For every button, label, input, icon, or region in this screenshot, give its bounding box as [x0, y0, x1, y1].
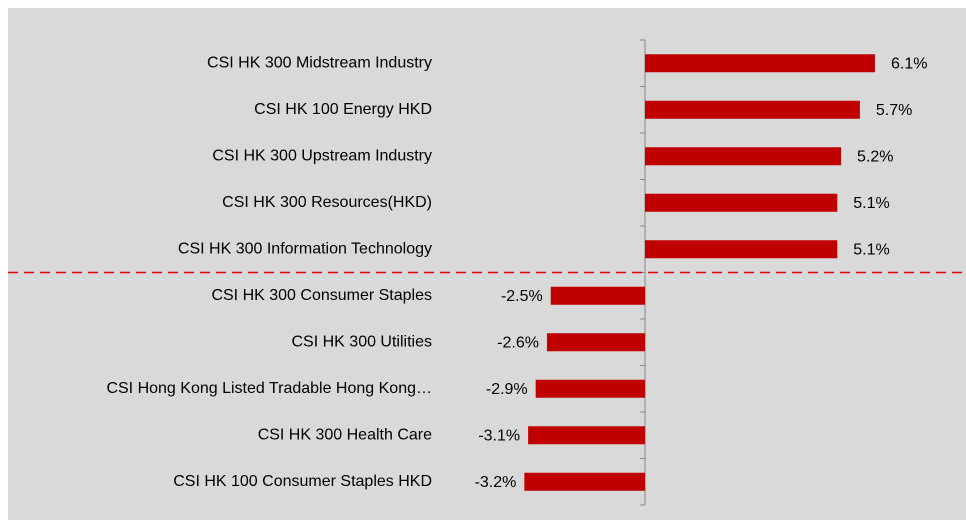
bar [524, 472, 645, 491]
value-label: -3.2% [475, 474, 517, 491]
value-label: -2.6% [497, 334, 539, 351]
bar [546, 333, 645, 352]
value-label: 5.1% [853, 195, 889, 212]
value-label: 5.7% [876, 102, 912, 119]
category-label: CSI HK 300 Upstream Industry [212, 147, 432, 164]
bar [645, 240, 838, 259]
value-label: 6.1% [891, 55, 927, 72]
bar [645, 54, 875, 73]
category-label: CSI HK 100 Energy HKD [254, 101, 432, 118]
bar [645, 193, 838, 212]
category-label: CSI HK 300 Utilities [292, 333, 433, 350]
value-label: 5.1% [853, 241, 889, 258]
chart-background [8, 8, 966, 520]
category-label: CSI HK 300 Resources(HKD) [222, 194, 432, 211]
bar [528, 426, 645, 445]
bar [645, 147, 842, 166]
category-label: CSI Hong Kong Listed Tradable Hong Kong… [106, 380, 432, 397]
value-label: -2.9% [486, 381, 528, 398]
value-label: -2.5% [501, 288, 543, 305]
value-label: 5.2% [857, 148, 893, 165]
category-label: CSI HK 100 Consumer Staples HKD [173, 473, 432, 490]
bar [645, 100, 860, 119]
category-label: CSI HK 300 Health Care [258, 426, 432, 443]
bar [550, 286, 645, 305]
value-label: -3.1% [478, 427, 520, 444]
bar [535, 379, 645, 398]
category-label: CSI HK 300 Information Technology [178, 240, 432, 257]
category-label: CSI HK 300 Midstream Industry [207, 54, 432, 71]
category-label: CSI HK 300 Consumer Staples [211, 287, 432, 304]
